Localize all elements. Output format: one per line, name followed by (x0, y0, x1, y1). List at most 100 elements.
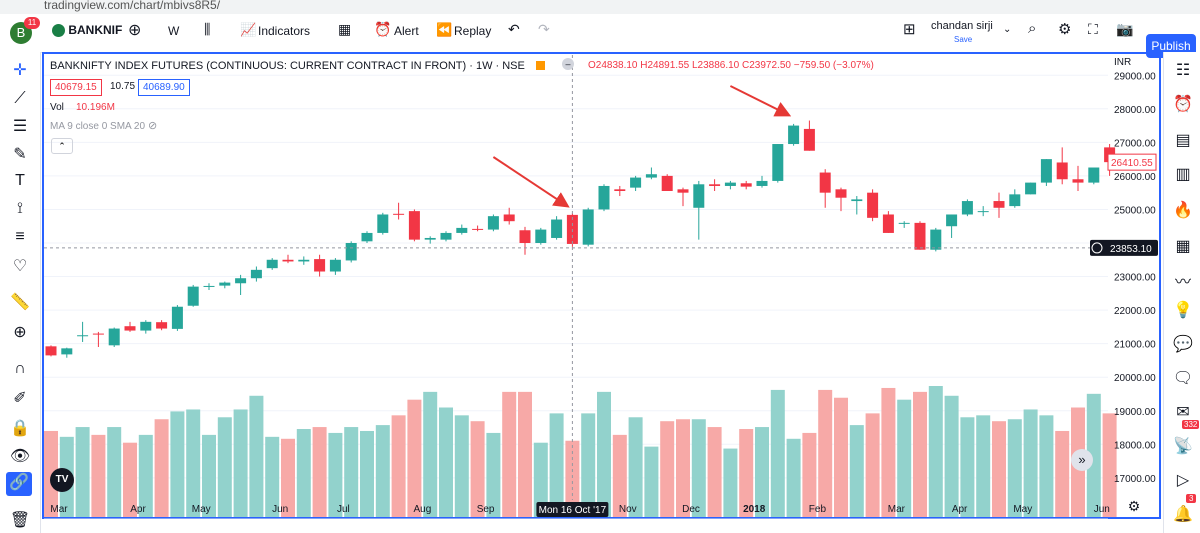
measure-icon[interactable]: 📏 (10, 294, 30, 311)
chart-settings-icon[interactable]: ⚙ (1127, 498, 1141, 514)
legend-collapse-button[interactable]: ⌃ (51, 138, 73, 154)
candle-body (867, 192, 879, 218)
y-tick-label: 18000.00 (1114, 440, 1156, 451)
replay-button[interactable]: Replay (454, 24, 492, 38)
trend-line-icon[interactable]: ⟋ (14, 90, 26, 107)
currency-label[interactable]: INR (1114, 57, 1132, 68)
ask-price[interactable]: 40689.90 (138, 79, 190, 96)
candle-body (124, 326, 136, 331)
add-symbol-icon[interactable]: ⊕ (128, 22, 142, 39)
y-tick-label: 22000.00 (1114, 306, 1156, 317)
eye-icon[interactable]: 👁 (9, 448, 31, 465)
streams-icon[interactable]: 📡 (1173, 438, 1193, 455)
url-bar[interactable]: tradingview.com/chart/mbivs8R5/ (44, 0, 221, 12)
alert-button[interactable]: Alert (394, 24, 419, 38)
volume-bar (597, 391, 611, 517)
settings-icon[interactable]: ⚙ (1058, 21, 1072, 38)
alarm-icon[interactable]: ⏰ (1173, 96, 1193, 113)
volume-bar (154, 419, 169, 517)
hide-eye-icon[interactable]: ⊘ (148, 120, 158, 132)
volume-bar (755, 427, 769, 517)
heart-icon[interactable]: ♡ (12, 258, 28, 275)
ideas-icon[interactable]: 💡 (1173, 302, 1193, 319)
notes-icon[interactable]: ▥ (1175, 166, 1191, 183)
flag-icon (536, 61, 545, 70)
volume-bar (75, 427, 90, 517)
pencil-lock-icon[interactable]: ✐ (13, 390, 27, 407)
calendar-icon[interactable]: ▦ (1175, 238, 1191, 255)
volume-bar (249, 395, 264, 517)
candle-body (914, 222, 926, 250)
volume-bar (107, 427, 122, 517)
x-tick-label: May (192, 504, 211, 515)
candle-body (630, 177, 642, 188)
notification-badge: 11 (24, 17, 40, 29)
candle-body (819, 172, 831, 193)
indicators-button[interactable]: Indicators (258, 24, 311, 38)
x-tick-label: Nov (619, 504, 637, 515)
chart-frame (42, 52, 1161, 519)
chart-type-icon[interactable]: ⫼ (204, 21, 211, 37)
zoom-in-icon[interactable]: ⊕ (13, 324, 27, 341)
bell-icon[interactable]: 🔔 (1173, 506, 1193, 523)
ma-indicator[interactable]: MA 9 close 0 SMA 20 (50, 121, 146, 132)
fib-icon[interactable]: ☰ (12, 118, 28, 135)
collapse-icon[interactable]: – (562, 58, 574, 70)
fullscreen-icon[interactable]: ⛶ (1088, 21, 1098, 37)
symbol-search[interactable]: BANKNIF (52, 23, 122, 38)
pulse-icon[interactable]: 〰 (1174, 274, 1191, 291)
candle-body (187, 286, 199, 306)
layout-icon[interactable]: ▦ (338, 21, 352, 37)
ideas-badge: 332 (1182, 420, 1200, 429)
layout-grid-icon[interactable]: ⊞ (903, 21, 916, 38)
x-tick-label: Jun (1094, 504, 1110, 515)
volume-bar (913, 391, 927, 517)
search-icon[interactable]: ⌕ (1028, 20, 1037, 37)
link-icon[interactable]: 🔗 (6, 472, 32, 496)
chart-title[interactable]: BANKNIFTY INDEX FUTURES (CONTINUOUS: CUR… (50, 60, 525, 72)
volume-bar (518, 391, 532, 517)
pattern-icon[interactable]: ⟟ (17, 200, 23, 217)
candle-body (156, 322, 168, 329)
volume-bar (612, 434, 627, 517)
magnet-icon[interactable]: ∩ (14, 360, 26, 377)
interval-button[interactable]: W (168, 24, 180, 38)
undo-icon[interactable]: ↶ (508, 21, 520, 37)
chat-icon[interactable]: 💬 (1173, 336, 1193, 353)
trash-icon[interactable]: 🗑 (9, 512, 31, 529)
play-icon[interactable]: ▷ (1176, 472, 1190, 489)
scroll-right-button[interactable]: » (1071, 449, 1093, 471)
brush-icon[interactable]: ✎ (13, 146, 27, 163)
user-name[interactable]: chandan sirji (931, 20, 993, 32)
volume-bar (439, 407, 453, 517)
x-tick-label: Jun (272, 504, 288, 515)
x-tick-label: Jul (337, 504, 350, 515)
x-tick-label: Mar (50, 504, 68, 515)
crosshair-date-label: Mon 16 Oct '17 (539, 505, 607, 516)
volume-bar (375, 425, 390, 517)
candle-body (393, 213, 405, 215)
camera-icon[interactable]: 📷 (1116, 21, 1134, 37)
candle-body (977, 211, 989, 213)
volume-bar (486, 432, 501, 517)
chevron-down-icon[interactable]: ⌄ (1003, 24, 1012, 35)
candle-body (1072, 179, 1084, 183)
lock-icon[interactable]: 🔒 (10, 420, 30, 437)
messages-icon[interactable]: ✉ (1176, 404, 1190, 421)
chats-icon[interactable]: 🗨 (1172, 370, 1194, 387)
tradingview-logo[interactable]: TV (50, 468, 74, 492)
bid-price[interactable]: 40679.15 (50, 79, 102, 96)
data-window-icon[interactable]: ▤ (1175, 132, 1191, 149)
volume-bar (1023, 409, 1038, 517)
crosshair-icon[interactable]: ✛ (13, 62, 27, 79)
ruler-lines-icon[interactable]: ≡ (15, 228, 25, 245)
candle-body (345, 243, 357, 261)
volume-bar (265, 436, 280, 517)
text-icon[interactable]: T (15, 172, 25, 189)
candle-body (709, 184, 721, 186)
redo-icon[interactable]: ↷ (538, 21, 550, 37)
watchlist-icon[interactable]: ☷ (1175, 62, 1191, 79)
hotlist-icon[interactable]: 🔥 (1173, 202, 1193, 219)
volume-bar (296, 429, 311, 517)
